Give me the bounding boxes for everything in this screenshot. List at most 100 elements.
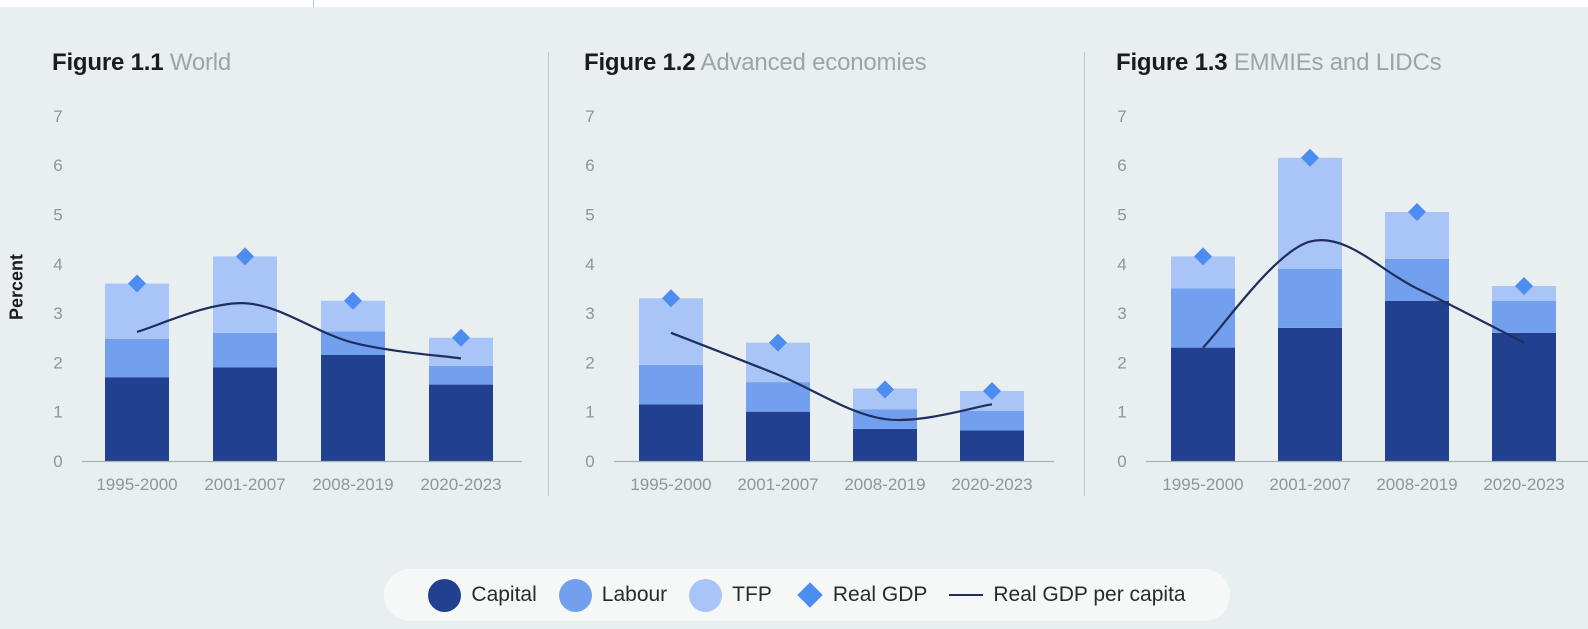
real-gdp-marker: [769, 333, 787, 352]
per-capita-line: [670, 331, 993, 422]
bar-segment-capital: [746, 411, 810, 461]
real-gdp-marker: [128, 274, 146, 293]
y-tick-label: 2: [53, 353, 62, 372]
y-tick-label: 0: [585, 452, 594, 471]
real-gdp-marker: [236, 247, 254, 266]
y-tick-label: 5: [585, 206, 594, 225]
chart-panel-3: 0 1 2 3 4 5 6 7 1995-2000 2001-2007 2008-2019 2020-…: [1117, 107, 1588, 494]
chart-title-3: Figure 1.3 EMMIEs and LIDCs: [1116, 49, 1442, 77]
x-tick-label: 1995-2000: [96, 475, 177, 494]
x-tick-label: 2001-2007: [1269, 475, 1350, 494]
real-gdp-marker: [662, 289, 680, 308]
legend: Capital Labour TFP Real GDP Real GDP per…: [384, 569, 1230, 621]
bar-segment-capital: [960, 430, 1024, 461]
real-gdp-marker: [1194, 247, 1212, 266]
x-tick-label: 1995-2000: [1162, 475, 1243, 494]
top-strip-divider: [313, 0, 314, 7]
figure-subtitle: EMMIEs and LIDCs: [1233, 49, 1442, 76]
y-tick-label: 1: [1117, 403, 1126, 422]
bar-segment-tfp: [105, 283, 169, 339]
real-gdp-marker: [1301, 148, 1319, 167]
x-tick-label: 2001-2007: [737, 475, 818, 494]
legend-label: Real GDP per capita: [993, 583, 1186, 606]
y-tick-label: 3: [1117, 304, 1126, 323]
bar-segment-capital: [1278, 327, 1342, 461]
y-tick-label: 0: [53, 452, 62, 471]
labour-swatch-icon: [558, 578, 592, 612]
chart-title-1: Figure 1.1 World: [52, 49, 231, 77]
figure-number: Figure 1.2: [584, 49, 696, 76]
bar-segment-capital: [105, 377, 169, 461]
real-gdp-marker: [1408, 203, 1426, 222]
bar-segment-capital: [853, 428, 917, 461]
legend-item-labour: Labour: [558, 578, 668, 612]
y-tick-label: 5: [1117, 206, 1126, 225]
bar-segment-labour: [213, 332, 277, 368]
bar-segment-tfp: [853, 388, 917, 410]
bar-segment-capital: [1171, 347, 1235, 461]
y-tick-label: 4: [53, 255, 62, 274]
y-tick-label: 1: [585, 403, 594, 422]
legend-item-real-gdp: Real GDP: [794, 582, 928, 608]
bar-segment-capital: [213, 367, 277, 461]
line-icon: [949, 594, 984, 596]
legend-label: Real GDP: [832, 583, 928, 606]
chart-panel-1: 0 1 2 3 4 5 6 7 1995-2000 2001-2007 2008-2019 2020-…: [53, 107, 522, 494]
legend-label: Capital: [471, 583, 537, 606]
y-tick-label: 6: [585, 156, 594, 175]
legend-item-per-capita: Real GDP per capita: [949, 583, 1186, 607]
figure-subtitle: Advanced economies: [700, 49, 927, 76]
y-tick-label: 4: [1117, 255, 1126, 274]
bar-segment-labour: [1385, 258, 1449, 301]
y-tick-label: 1: [53, 403, 62, 422]
y-tick-label: 6: [1117, 156, 1126, 175]
bar-segment-tfp: [213, 256, 277, 333]
y-tick-label: 2: [585, 353, 594, 372]
chart-panel-2: 0 1 2 3 4 5 6 7 1995-2000 2001-2007 2008-2019 2020-…: [585, 107, 1054, 494]
bar-segment-labour: [639, 364, 703, 405]
bar-segment-labour: [1492, 300, 1556, 333]
bar-segment-labour: [105, 338, 169, 378]
bar-segment-capital: [429, 384, 493, 461]
bar-segment-tfp: [1278, 157, 1342, 269]
y-tick-label: 7: [53, 107, 62, 126]
real-gdp-marker: [452, 328, 470, 347]
figure-number: Figure 1.1: [52, 49, 164, 76]
legend-label: TFP: [732, 583, 772, 606]
legend-label: Labour: [601, 583, 668, 606]
legend-item-tfp: TFP: [689, 578, 772, 612]
y-tick-label: 0: [1117, 452, 1126, 471]
capital-swatch-icon: [428, 578, 462, 612]
tfp-swatch-icon: [689, 578, 723, 612]
bar-segment-tfp: [639, 298, 703, 365]
bar-segment-labour: [429, 365, 493, 385]
figure-number: Figure 1.3: [1116, 49, 1228, 76]
x-tick-label: 1995-2000: [630, 475, 711, 494]
bar-segment-capital: [1385, 300, 1449, 461]
bar-segment-labour: [1278, 268, 1342, 328]
y-tick-label: 7: [1117, 107, 1126, 126]
y-tick-label: 4: [585, 255, 594, 274]
bar-segment-labour: [960, 410, 1024, 431]
panel-divider: [1084, 52, 1085, 496]
real-gdp-marker: [983, 381, 1001, 400]
x-tick-label: 2008-2019: [1376, 475, 1457, 494]
real-gdp-marker: [876, 380, 894, 399]
bar-segment-labour: [746, 382, 810, 412]
top-strip: [0, 0, 1588, 7]
real-gdp-marker: [1515, 276, 1533, 295]
x-tick-label: 2001-2007: [204, 475, 285, 494]
y-tick-label: 5: [53, 206, 62, 225]
x-tick-label: 2020-2023: [420, 475, 501, 494]
diamond-icon: [797, 582, 823, 608]
per-capita-line: [136, 302, 462, 360]
bar-segment-tfp: [960, 390, 1024, 411]
y-tick-label: 7: [585, 107, 594, 126]
x-tick-label: 2020-2023: [1483, 475, 1564, 494]
panel-divider: [548, 52, 549, 496]
per-capita-line: [1202, 239, 1525, 349]
y-tick-label: 3: [585, 304, 594, 323]
legend-item-capital: Capital: [428, 578, 537, 612]
x-tick-label: 2008-2019: [312, 475, 393, 494]
